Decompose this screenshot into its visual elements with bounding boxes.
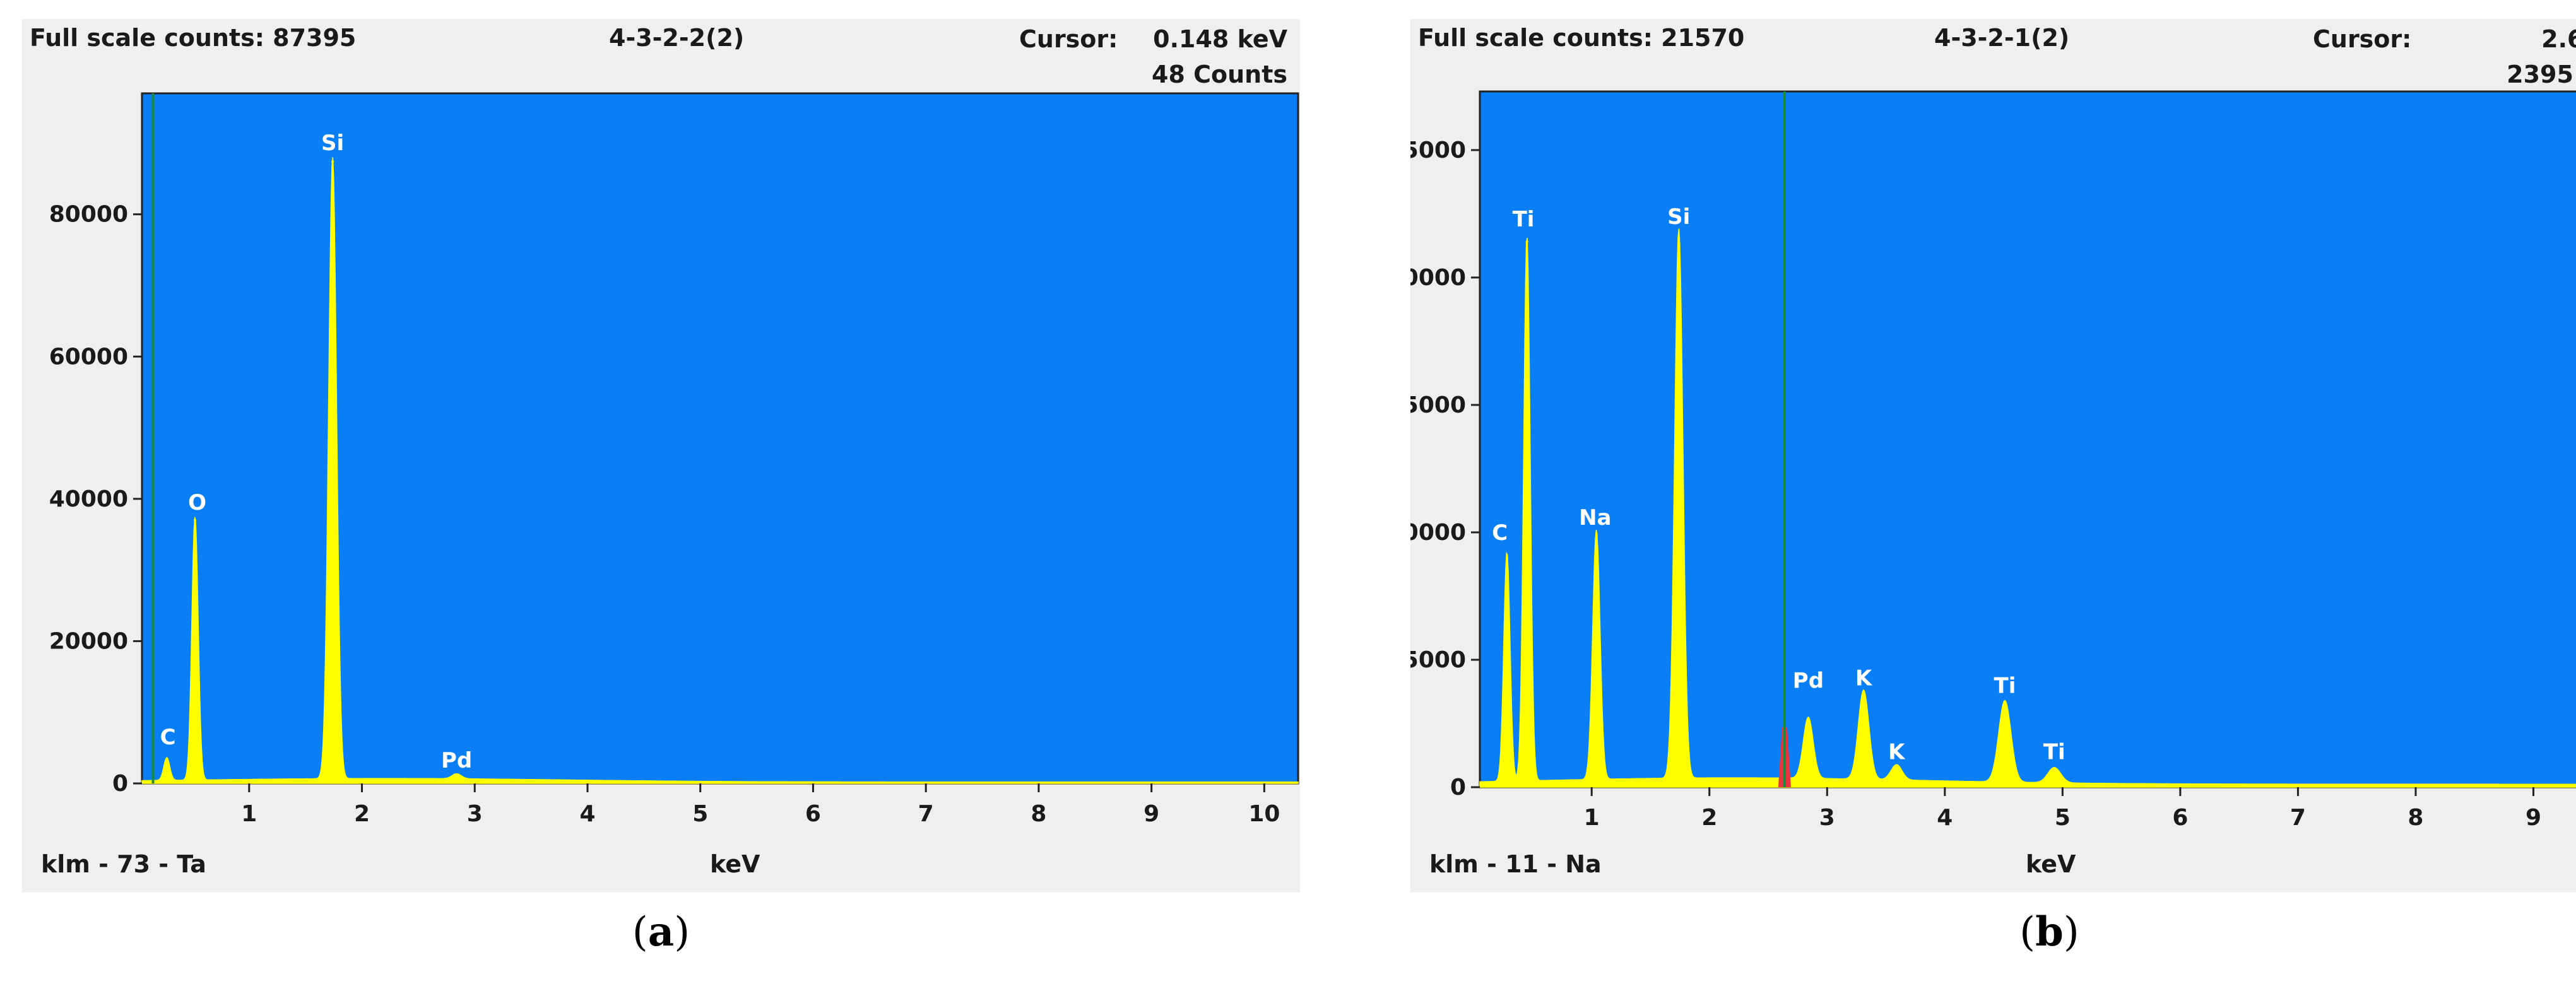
y-tick-label: 80000 — [49, 202, 128, 228]
cursor-kev: 2.639 keV — [2541, 25, 2576, 53]
peak-label: Ti — [2043, 740, 2065, 765]
x-axis-label: keV — [2026, 850, 2076, 878]
x-tick-label: 3 — [467, 801, 483, 827]
peak-point — [1895, 770, 1898, 773]
plot-background — [1479, 90, 2576, 788]
peak-point — [165, 759, 168, 762]
spectrum-panel-b: Full scale counts: 21570 4-3-2-1(2) Curs… — [1388, 0, 2576, 984]
x-tick-label: 7 — [918, 801, 934, 827]
panel-caption: (a) — [632, 908, 690, 956]
peak-label: Si — [321, 131, 344, 156]
x-tick-label: 10 — [1248, 801, 1280, 827]
peak-point — [194, 518, 197, 522]
cursor-counts: 48 Counts — [1152, 61, 1287, 88]
peak-label: Pd — [1793, 668, 1824, 693]
plot-background — [141, 92, 1299, 785]
cursor-label: Cursor: — [2313, 25, 2412, 53]
x-axis-label: keV — [710, 850, 760, 878]
spectrum-plot[interactable]: C Ti Na Si Pd K K Ti Ti 0 5000 10000 15000 20000 25000… — [1410, 19, 2576, 893]
y-tick-label: 20000 — [49, 628, 128, 654]
peak-point — [455, 777, 458, 780]
y-tick-label: 0 — [1450, 775, 1466, 800]
x-tick-label: 4 — [579, 801, 595, 827]
x-tick-label: 6 — [805, 801, 821, 827]
spectrum-trace — [141, 157, 1299, 784]
full-scale-label: Full scale counts: 87395 — [30, 24, 357, 52]
peak-point — [2003, 704, 2006, 707]
y-tick-label: 15000 — [1410, 392, 1466, 418]
y-tick-label: 20000 — [1410, 265, 1466, 291]
peak-label: C — [160, 725, 176, 750]
x-tick-label: 9 — [2526, 805, 2541, 831]
peak-label: Ti — [1994, 674, 2016, 699]
peak-label: K — [1855, 665, 1873, 691]
x-tick-label: 2 — [1701, 805, 1717, 831]
peak-point — [1862, 696, 1865, 700]
y-tick-label: 25000 — [1410, 138, 1466, 163]
y-tick-label: 0 — [112, 771, 128, 797]
x-tick-label: 6 — [2172, 805, 2188, 831]
panel-caption: (b) — [2019, 908, 2079, 956]
peak-point — [1807, 725, 1810, 728]
peak-point — [1505, 556, 1508, 559]
y-tick-label: 5000 — [1410, 647, 1466, 673]
klm-marker: klm - 11 - Na — [1429, 850, 1602, 878]
peak-point — [1595, 536, 1598, 539]
x-tick-label: 1 — [241, 801, 257, 827]
cursor-kev: 0.148 keV — [1153, 25, 1287, 53]
spectrum-panel-a: Full scale counts: 87395 4-3-2-2(2) Curs… — [22, 19, 1300, 956]
cursor-label: Cursor: — [1019, 25, 1118, 53]
spectrum-trace — [1479, 228, 2576, 788]
peak-label: O — [188, 490, 206, 515]
peak-point — [1677, 236, 1681, 239]
x-tick-label: 1 — [1584, 805, 1600, 831]
x-tick-label: 2 — [354, 801, 370, 827]
peak-point — [331, 160, 334, 163]
x-tick-label: 3 — [1819, 805, 1835, 831]
x-tick-label: 8 — [2408, 805, 2423, 831]
y-tick-label: 10000 — [1410, 520, 1466, 546]
spectrum-frame: Full scale counts: 87395 4-3-2-2(2) Curs… — [22, 19, 1300, 893]
x-tick-label: 4 — [1937, 805, 1953, 831]
sample-id: 4-3-2-2(2) — [609, 24, 745, 52]
sample-id: 4-3-2-1(2) — [1934, 24, 2070, 52]
klm-marker: klm - 73 - Ta — [41, 850, 206, 878]
peak-label: Ti — [1513, 207, 1535, 232]
x-tick-label: 7 — [2290, 805, 2306, 831]
y-tick-label: 40000 — [49, 486, 128, 512]
peak-label: Pd — [441, 748, 472, 773]
y-tick-label: 60000 — [49, 344, 128, 370]
spectrum-plot[interactable]: C O Si Pd 0 20000 40000 60000 80000 1 2 3 4 5 6 7 8 9 10 — [22, 19, 1300, 893]
x-tick-label: 5 — [692, 801, 708, 827]
peak-point — [1525, 240, 1528, 243]
cursor-counts: 2395 Counts — [2507, 61, 2576, 88]
peak-label: K — [1888, 740, 1906, 765]
x-tick-label: 9 — [1143, 801, 1159, 827]
spectrum-frame: Full scale counts: 21570 4-3-2-1(2) Curs… — [1410, 19, 2576, 893]
peak-label: C — [1492, 520, 1508, 546]
peak-label: Na — [1579, 505, 1611, 530]
peak-label: Si — [1667, 204, 1690, 230]
x-tick-label: 8 — [1031, 801, 1046, 827]
x-tick-label: 5 — [2055, 805, 2071, 831]
peak-point — [2053, 770, 2056, 773]
full-scale-label: Full scale counts: 21570 — [1418, 24, 1745, 52]
